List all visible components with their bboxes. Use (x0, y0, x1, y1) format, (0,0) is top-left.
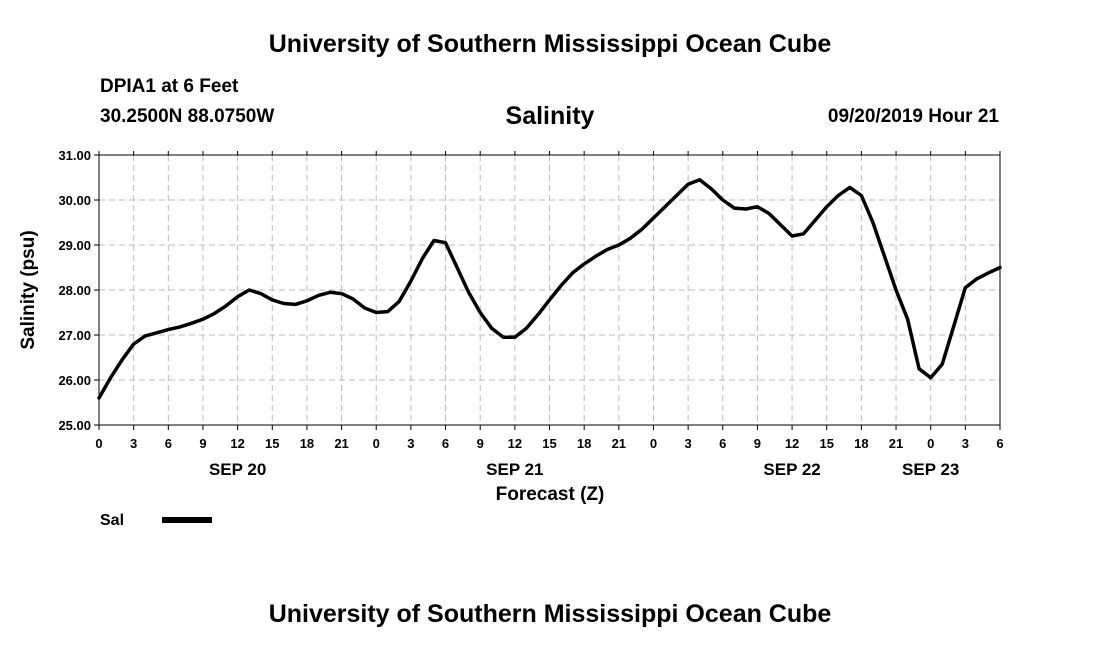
y-axis-label: Salinity (psu) (18, 230, 39, 349)
variable-label: Salinity (505, 102, 595, 130)
x-tick-label: 15 (542, 436, 556, 451)
grid (98, 154, 1001, 426)
legend-label: Sal (100, 512, 124, 529)
y-tick-label: 30.00 (58, 193, 91, 208)
location-label: 30.2500N 88.0750W (100, 106, 275, 127)
x-tick-label: 6 (719, 436, 726, 451)
x-tick-label: 3 (130, 436, 137, 451)
timestamp-label: 09/20/2019 Hour 21 (827, 106, 999, 127)
y-tick-label: 29.00 (58, 238, 91, 253)
legend: Sal (100, 512, 212, 529)
x-tick-label: 3 (684, 436, 691, 451)
x-tick-label: 21 (612, 436, 626, 451)
x-tick-label: 9 (477, 436, 484, 451)
x-tick-label: 18 (854, 436, 868, 451)
x-tick-label: 0 (373, 436, 380, 451)
axes: 25.00 26.00 27.00 28.00 29.00 30.00 31.00 0 3 6 9 1… (58, 148, 1003, 479)
day-label: SEP 21 (486, 460, 543, 479)
x-tick-label: 6 (996, 436, 1003, 451)
x-axis-label: Forecast (Z) (496, 484, 605, 505)
x-tick-label: 12 (508, 436, 522, 451)
x-tick-label: 3 (962, 436, 969, 451)
x-tick-label: 0 (95, 436, 102, 451)
x-tick-label: 12 (785, 436, 799, 451)
x-tick-label: 21 (889, 436, 903, 451)
y-tick-label: 31.00 (58, 148, 91, 163)
y-tick-label: 25.00 (58, 418, 91, 433)
x-tick-label: 18 (300, 436, 314, 451)
station-label: DPIA1 at 6 Feet (100, 76, 239, 97)
x-tick-label: 0 (927, 436, 934, 451)
x-tick-label: 15 (265, 436, 279, 451)
y-tick-label: 26.00 (58, 373, 91, 388)
chart-title: University of Southern Mississippi Ocean… (268, 30, 832, 58)
x-tick-label: 21 (334, 436, 348, 451)
x-tick-label: 18 (577, 436, 591, 451)
x-tick-label: 12 (230, 436, 244, 451)
x-tick-label: 6 (165, 436, 172, 451)
x-tick-label: 15 (819, 436, 833, 451)
footer-title: University of Southern Mississippi Ocean… (268, 600, 832, 628)
day-label: SEP 22 (763, 460, 820, 479)
y-tick-label: 28.00 (58, 283, 91, 298)
series-layer (97, 178, 1002, 400)
x-tick-label: 9 (199, 436, 206, 451)
x-tick-label: 6 (442, 436, 449, 451)
y-tick-label: 27.00 (58, 328, 91, 343)
x-tick-label: 3 (407, 436, 414, 451)
day-label: SEP 20 (209, 460, 266, 479)
day-label: SEP 23 (902, 460, 959, 479)
x-tick-label: 0 (650, 436, 657, 451)
series-line-sal (97, 178, 1002, 400)
x-tick-label: 9 (754, 436, 761, 451)
plot-frame (98, 154, 1001, 426)
